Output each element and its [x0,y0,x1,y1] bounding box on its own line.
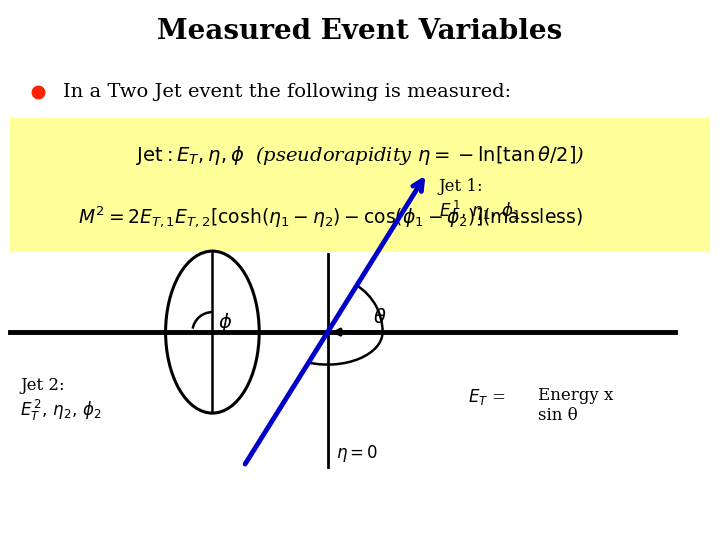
Text: $\eta = 0$: $\eta = 0$ [336,443,378,464]
Text: $M^2 = 2E_{T,1}E_{T,2}[\cosh(\eta_1-\eta_2) - \cos(\phi_1-\phi_2)](\mathrm{massl: $M^2 = 2E_{T,1}E_{T,2}[\cosh(\eta_1-\eta… [78,205,582,230]
Text: $\theta$: $\theta$ [373,308,387,327]
Ellipse shape [166,251,259,413]
Text: $\phi$: $\phi$ [218,310,233,334]
Text: In a Two Jet event the following is measured:: In a Two Jet event the following is meas… [63,83,511,101]
Text: $\mathrm{Jet}: E_T, \eta, \phi$  (pseudorapidity $\eta = -\ln[\tan\theta / 2]$): $\mathrm{Jet}: E_T, \eta, \phi$ (pseudor… [136,144,584,167]
Text: Measured Event Variables: Measured Event Variables [158,18,562,45]
Bar [10,118,710,252]
Text: Jet 2:
$E_T^{\,2},\, \eta_2,\, \phi_2$: Jet 2: $E_T^{\,2},\, \eta_2,\, \phi_2$ [20,377,102,423]
Text: Energy x
sin θ: Energy x sin θ [538,387,613,424]
Text: $E_T$ =: $E_T$ = [467,387,505,407]
Text: Jet 1:
$E_T^{\,1},\, \eta_1,\, \phi_1$: Jet 1: $E_T^{\,1},\, \eta_1,\, \phi_1$ [438,178,521,224]
